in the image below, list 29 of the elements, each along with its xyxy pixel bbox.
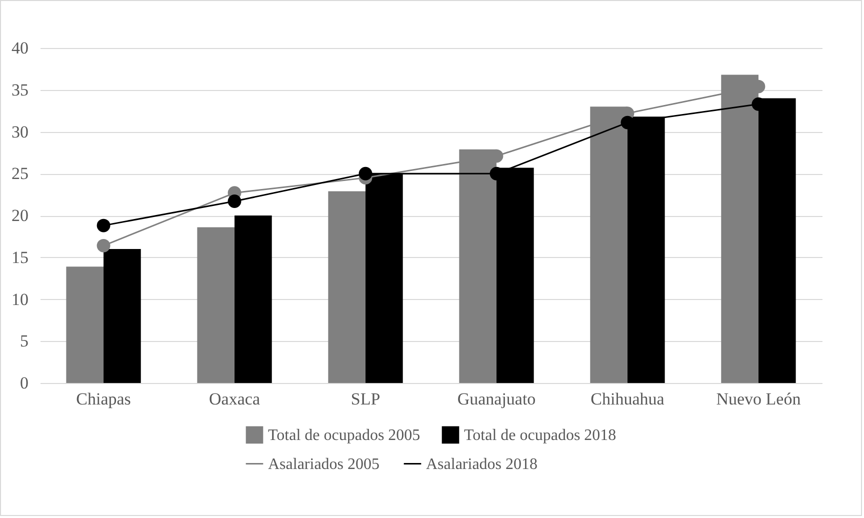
y-tick-label: 5 xyxy=(20,332,28,351)
bar xyxy=(66,266,104,383)
point xyxy=(228,194,242,208)
x-tick-label: Nuevo León xyxy=(716,390,802,408)
x-tick-label: Guanajuato xyxy=(457,390,536,408)
legend-label: Total de ocupados 2005 xyxy=(268,426,420,444)
bar xyxy=(197,227,235,383)
y-tick-label: 0 xyxy=(20,374,28,392)
point xyxy=(358,166,372,180)
point xyxy=(96,238,110,252)
x-tick-label: Oaxaca xyxy=(209,390,260,408)
x-tick-label: SLP xyxy=(350,390,380,408)
bar xyxy=(328,191,366,383)
y-tick-label: 30 xyxy=(12,122,28,142)
y-tick-label: 10 xyxy=(12,290,28,309)
y-tick-label: 15 xyxy=(12,248,28,267)
bar xyxy=(234,216,272,383)
y-tick-label: 25 xyxy=(12,164,28,184)
point xyxy=(96,218,110,232)
point xyxy=(620,116,634,130)
y-tick-label: 40 xyxy=(12,38,28,58)
bar xyxy=(104,249,141,383)
y-tick-label: 35 xyxy=(12,80,28,100)
y-tick-label: 20 xyxy=(12,206,28,225)
legend-label: Asalariados 2018 xyxy=(426,456,538,473)
legend-label: Asalariados 2005 xyxy=(268,456,380,473)
x-tick-label: Chiapas xyxy=(76,390,131,408)
legend-label: Total de ocupados 2018 xyxy=(464,426,616,444)
x-tick-label: Chihuahua xyxy=(590,390,665,408)
